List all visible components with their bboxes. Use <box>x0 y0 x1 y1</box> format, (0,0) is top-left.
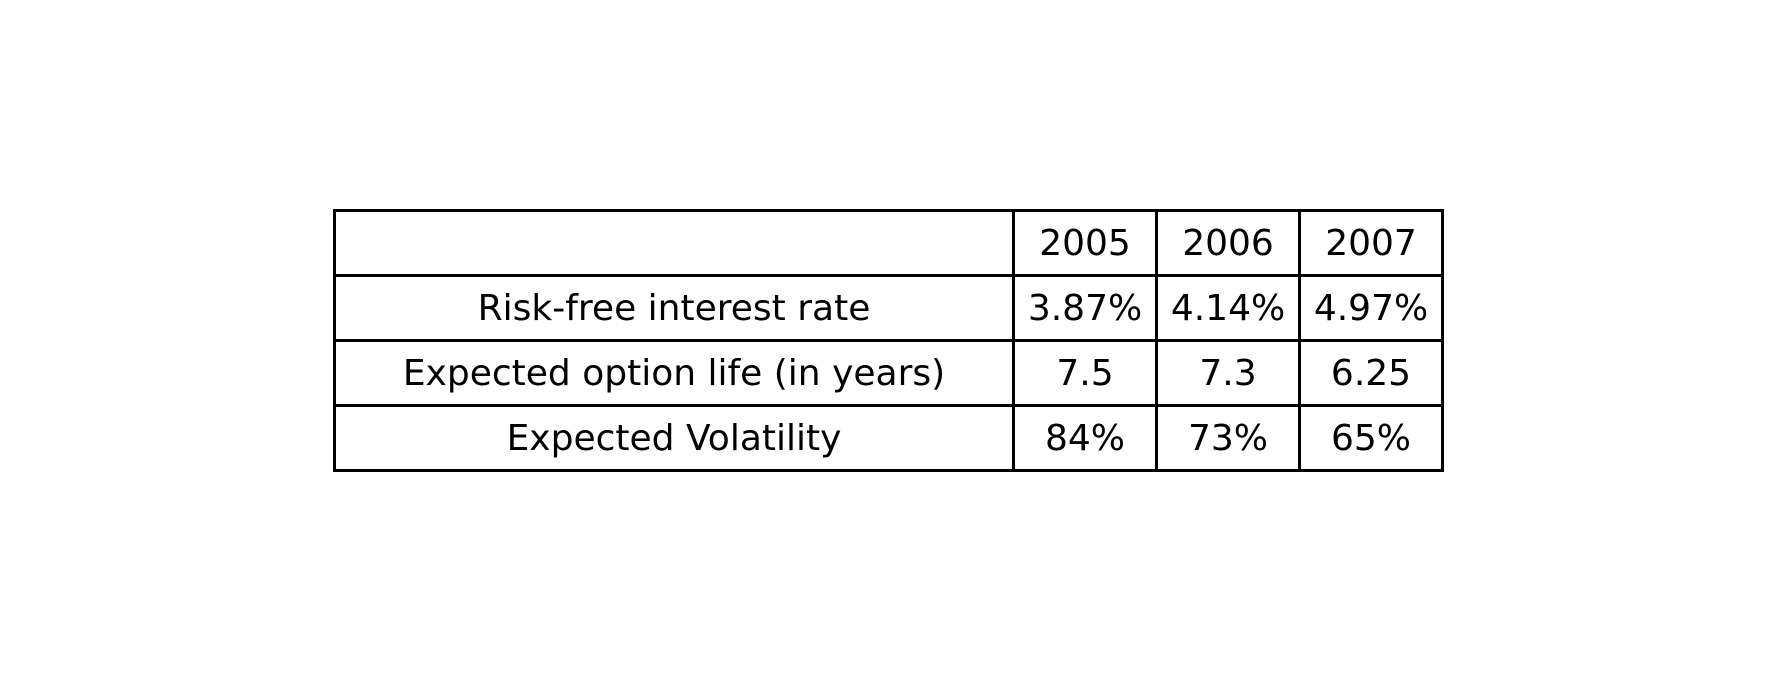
header-cell-2006: 2006 <box>1155 209 1301 277</box>
table-cell: 84% <box>1012 404 1158 472</box>
table-row: Expected option life (in years) 7.5 7.3 … <box>333 339 1444 407</box>
header-cell-2005: 2005 <box>1012 209 1158 277</box>
table-row: Risk-free interest rate 3.87% 4.14% 4.97… <box>333 274 1444 342</box>
table-row: Expected Volatility 84% 73% 65% <box>333 404 1444 472</box>
table-cell: 73% <box>1155 404 1301 472</box>
row-label: Expected Volatility <box>333 404 1015 472</box>
header-cell-empty <box>333 209 1015 277</box>
row-label: Expected option life (in years) <box>333 339 1015 407</box>
table-cell: 6.25 <box>1298 339 1444 407</box>
table-cell: 3.87% <box>1012 274 1158 342</box>
table-cell: 4.14% <box>1155 274 1301 342</box>
assumptions-table: 2005 2006 2007 Risk-free interest rate 3… <box>333 209 1444 472</box>
header-cell-2007: 2007 <box>1298 209 1444 277</box>
header-row: 2005 2006 2007 <box>333 209 1444 277</box>
assumptions-table-container: 2005 2006 2007 Risk-free interest rate 3… <box>333 209 1444 472</box>
table-cell: 7.3 <box>1155 339 1301 407</box>
table-cell: 4.97% <box>1298 274 1444 342</box>
table-cell: 7.5 <box>1012 339 1158 407</box>
table-cell: 65% <box>1298 404 1444 472</box>
row-label: Risk-free interest rate <box>333 274 1015 342</box>
